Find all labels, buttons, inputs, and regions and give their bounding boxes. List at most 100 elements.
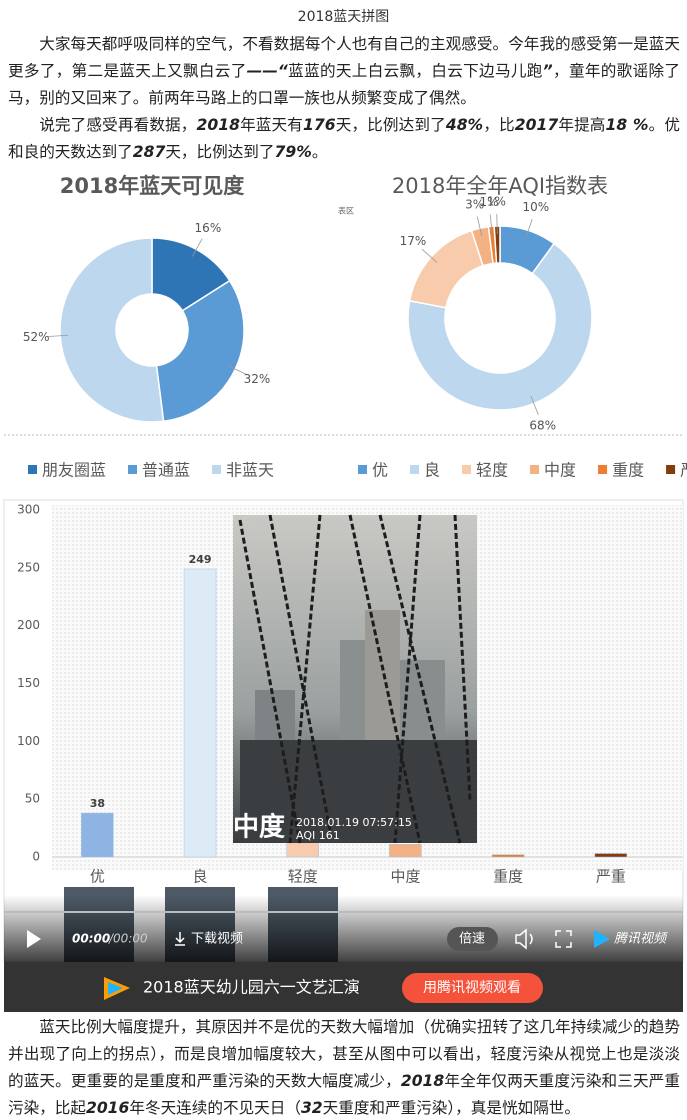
video-scene	[348, 514, 422, 844]
chart-title: 2018年全年AQI指数表	[392, 174, 608, 198]
fullscreen-icon[interactable]	[555, 930, 572, 948]
leader-line	[489, 214, 493, 235]
speed-button[interactable]: 倍速	[459, 932, 485, 947]
speed-button-bg[interactable]	[447, 927, 498, 951]
text-run: 18 %	[605, 116, 649, 134]
bar	[81, 812, 114, 858]
x-tick-label: 轻度	[288, 868, 318, 886]
paragraph: 大家每天都呼吸同样的空气，不看数据每个人也有自己的主观感受。今年我的感受第一是蓝…	[8, 31, 680, 112]
legend-label: 优	[372, 461, 388, 480]
y-tick-label: 50	[25, 792, 40, 806]
text-run: 年蓝天有	[239, 116, 304, 134]
data-label: 3%	[465, 197, 484, 211]
legend-label: 严重	[680, 461, 687, 480]
leader-line	[496, 214, 498, 235]
app-logo	[108, 982, 123, 995]
text-run: 蓝天比例大幅度提升，其原因并不是优的天数大幅增加（优确实扭转了这几年持续减少的趋…	[8, 1018, 680, 1090]
text-run: 天，比例达到了	[165, 143, 275, 161]
video-scene	[240, 740, 477, 843]
bar	[594, 853, 628, 858]
text-run: 年冬天连续的不见天日（	[129, 1099, 301, 1117]
leader-line	[48, 334, 69, 337]
data-label: 17%	[400, 234, 427, 248]
video-scene	[400, 660, 445, 750]
data-label: 38	[90, 797, 105, 810]
donut-slice	[155, 279, 245, 423]
legend-swatch	[666, 465, 676, 474]
legend-swatch	[462, 465, 472, 474]
open-app-button[interactable]: 用腾讯视频观看	[423, 979, 521, 996]
paragraph: 说完了感受再看数据，2018年蓝天有176天，比例达到了48%，比2017年提高…	[8, 112, 680, 166]
y-tick-label: 150	[17, 676, 40, 690]
video-scene	[453, 514, 472, 801]
text-run: ”	[542, 62, 553, 80]
volume-icon[interactable]	[515, 928, 533, 950]
y-tick-label: 200	[17, 618, 40, 632]
legend-swatch	[530, 465, 540, 474]
x-tick-label: 严重	[596, 868, 626, 886]
legend-label: 良	[424, 461, 440, 480]
text-run: 2016	[85, 1099, 130, 1117]
x-tick-label: 良	[193, 868, 208, 886]
duration: /00:00	[108, 932, 148, 946]
bar	[389, 844, 422, 858]
data-label: 68%	[529, 418, 556, 432]
text-run: 79%	[274, 143, 312, 161]
video-scene	[288, 514, 322, 844]
legend-swatch	[128, 465, 138, 474]
legend-swatch	[28, 465, 37, 474]
donut-slice	[407, 242, 593, 411]
download-icon	[175, 932, 185, 946]
y-tick-label: 0	[32, 850, 40, 864]
intro: 大家每天都呼吸同样的空气，不看数据每个人也有自己的主观感受。今年我的感受第一是蓝…	[8, 31, 680, 166]
leader-line	[192, 238, 203, 257]
text-run: 287	[132, 143, 166, 161]
download-link[interactable]: 下载视频	[191, 932, 243, 947]
x-tick-label: 中度	[390, 868, 420, 886]
legend-label: 普通蓝	[142, 461, 190, 480]
data-label: 1%	[487, 195, 506, 209]
text-run: 天重度和严重污染），真是恍如隔世。	[322, 1099, 580, 1117]
text-run: 2018	[400, 1072, 445, 1090]
donut-slice	[493, 225, 501, 264]
legend-label: 重度	[612, 461, 644, 480]
video-scene	[393, 514, 422, 844]
legend-label: 朋友圈蓝	[42, 461, 106, 480]
text-run: 48%	[445, 116, 484, 134]
donut-slice	[59, 237, 165, 423]
legend-label: 轻度	[476, 461, 508, 480]
text-run: 蓝蓝的天上白云飘，白云下边马儿跑	[287, 62, 543, 80]
legend-label: 中度	[544, 461, 576, 480]
text-run: ，比	[483, 116, 515, 134]
legend-swatch	[598, 465, 608, 474]
text-run: 176	[303, 116, 336, 134]
chart-title: 2018年蓝天可见度	[60, 174, 244, 198]
open-app-button-bg[interactable]	[402, 973, 543, 1003]
data-label: 249	[189, 553, 212, 566]
text-run: 。优和良的天数达到了	[8, 116, 680, 161]
text-run: ，童年的歌谣除了马，别的又回来了。前两年马路上的口罩一族也从频繁变成了偶然。	[8, 62, 680, 107]
control-shade	[4, 895, 683, 962]
play-button[interactable]	[27, 930, 41, 948]
leader-line	[525, 218, 533, 239]
text-run: 大家每天都呼吸同样的空气，不看数据每个人也有自己的主观感受。今年我的感受第一是蓝…	[8, 35, 680, 80]
video-title: 2018蓝天幼儿园六一文艺汇演	[143, 978, 360, 997]
text-run: ——“	[246, 62, 288, 80]
leader-line	[530, 395, 539, 415]
video-scene	[238, 519, 302, 844]
text-run: 年提高	[558, 116, 606, 134]
article-title: 2018蓝天拼图	[297, 9, 390, 25]
y-tick-label: 100	[17, 734, 40, 748]
leader-line	[421, 248, 438, 263]
chart-note: 表区	[338, 206, 354, 216]
video-aqi: AQI 161	[296, 829, 340, 842]
text-run: 。	[311, 143, 328, 161]
brand-logo	[594, 930, 610, 948]
legend-label: 非蓝天	[226, 461, 274, 480]
video-caption: 中度	[233, 812, 285, 843]
legend-swatch	[212, 465, 222, 474]
video-scene	[378, 514, 462, 844]
paragraph: 蓝天比例大幅度提升，其原因并不是优的天数大幅增加（优确实扭转了这几年持续减少的趋…	[8, 1014, 680, 1120]
